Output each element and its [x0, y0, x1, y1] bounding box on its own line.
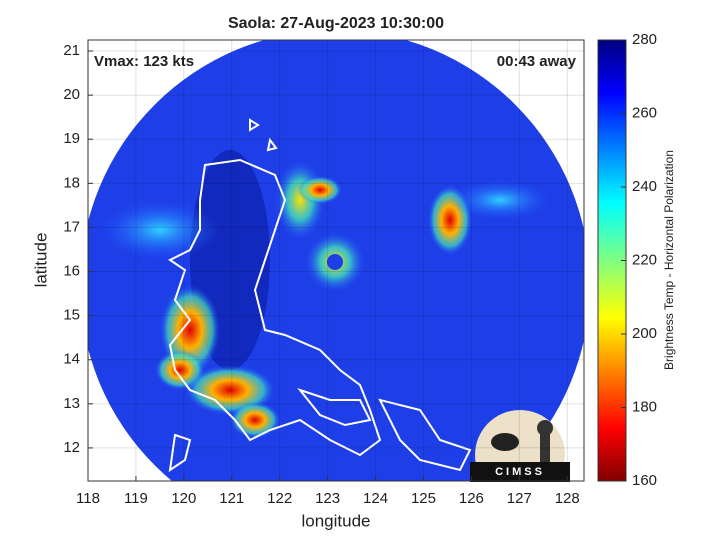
- y-tick-label: 15: [63, 307, 80, 324]
- x-tick-label: 127: [507, 490, 532, 507]
- colorbar-tick-label: 220: [632, 251, 657, 268]
- annotation: 00:43 away: [497, 53, 577, 70]
- y-tick-label: 18: [63, 174, 80, 191]
- x-tick-label: 122: [267, 490, 292, 507]
- x-tick-label: 123: [315, 490, 340, 507]
- colorbar-tick-label: 240: [632, 178, 657, 195]
- logo-text: CIMSS: [495, 466, 545, 478]
- y-tick-label: 20: [63, 86, 80, 103]
- x-tick-label: 124: [363, 490, 388, 507]
- title: Saola: 27-Aug-2023 10:30:00: [228, 15, 444, 32]
- colorbar-tick-label: 180: [632, 398, 657, 415]
- x-tick-label: 126: [459, 490, 484, 507]
- y-axis-label: latitude: [31, 233, 50, 288]
- swath: [88, 40, 584, 481]
- y-tick-label: 21: [63, 42, 80, 59]
- x-tick-label: 120: [171, 490, 196, 507]
- x-axis-label: longitude: [301, 511, 370, 530]
- colorbar-tick-label: 260: [632, 104, 657, 121]
- x-tick-label: 119: [124, 490, 148, 507]
- y-tick-label: 19: [63, 130, 80, 147]
- annotation: Vmax: 123 kts: [94, 53, 194, 70]
- colorbar-tick-label: 280: [632, 31, 657, 48]
- y-tick-label: 17: [63, 218, 80, 235]
- x-tick-label: 125: [411, 490, 436, 507]
- x-tick-label: 121: [219, 490, 244, 507]
- colorbar-tick-label: 200: [632, 325, 657, 342]
- x-tick-label: 128: [555, 490, 580, 507]
- logo: CIMSS: [470, 410, 570, 482]
- plot-frame: [87, 39, 585, 482]
- colorbar-tick-label: 160: [632, 472, 657, 489]
- y-tick-label: 16: [63, 262, 80, 279]
- x-tick-label: 118: [76, 490, 100, 507]
- y-tick-label: 13: [63, 395, 80, 412]
- y-tick-label: 12: [63, 439, 80, 456]
- y-tick-label: 14: [63, 351, 80, 368]
- colorbar-label: Brightness Temp - Horizontal Polarizatio…: [662, 150, 676, 370]
